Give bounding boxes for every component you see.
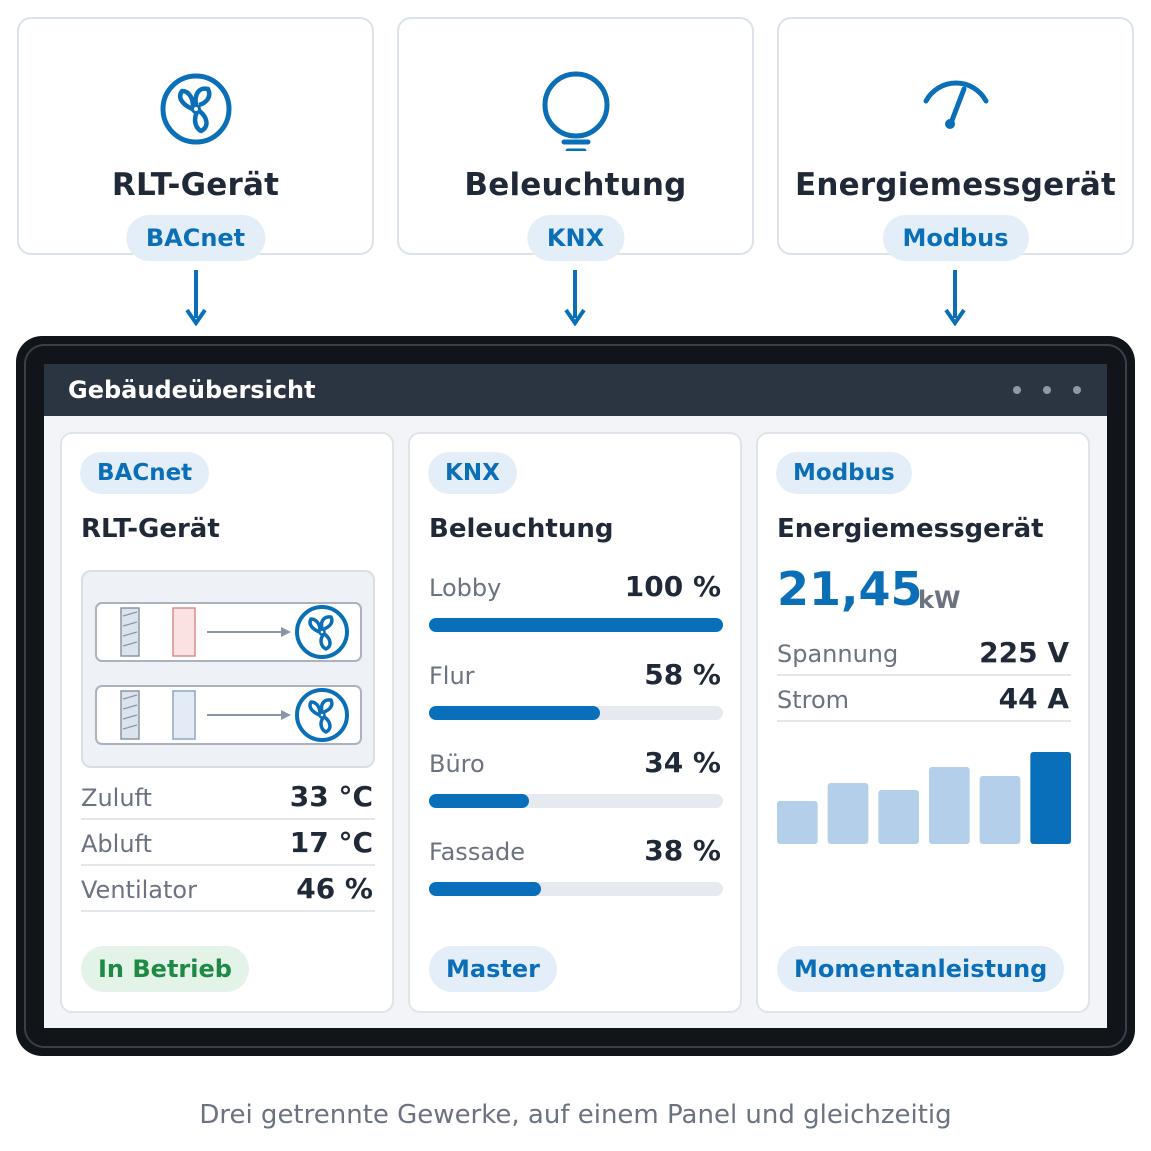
value-reading: 44 A [998,682,1069,715]
source-box-rlt: RLT-Gerät BACnet [17,17,374,261]
zone-value: 38 % [644,834,721,867]
value-row: Strom 44 A [777,676,1071,722]
panel-screen: Gebäudeübersicht BACnet RLT-Gerät [44,364,1107,1028]
dimmer-bar[interactable] [429,706,723,720]
protocol-badge: BACnet [125,215,266,261]
protocol-badge: BACnet [80,452,210,494]
value-label: Strom [777,686,850,714]
arrow-down-icon [944,270,966,326]
value-reading: 17 °C [289,826,373,859]
card-rlt[interactable]: BACnet RLT-Gerät [60,432,394,1013]
value-reading: 225 V [979,636,1069,669]
gauge-icon [923,80,988,129]
page-title: Gebäudeübersicht [68,376,316,404]
light-zone-lobby[interactable]: Lobby 100 % [429,566,723,636]
fan-icon [160,73,231,145]
source-title: Beleuchtung [464,167,687,203]
frame-bezel [24,344,1127,1048]
chart-bar-3 [878,790,919,844]
value-reading: 46 % [296,872,373,905]
source-box-lighting: Beleuchtung KNX [397,17,754,261]
value-row: Zuluft 33 °C [81,774,375,820]
arrow-down-icon [564,270,586,326]
dimmer-fill [429,794,529,808]
card-title: Energiemessgerät [777,514,1044,544]
value-row: Abluft 17 °C [81,820,375,866]
value-row: Ventilator 46 % [81,866,375,912]
chart-bar-1 [777,801,818,844]
zone-value: 58 % [644,658,721,691]
card-lighting[interactable]: KNX Beleuchtung Lobby 100 % Flur 58 % Bü… [408,432,742,1013]
dimmer-fill [429,882,541,896]
light-zone-fassade[interactable]: Fassade 38 % [429,830,723,900]
ahu-schematic [81,570,375,768]
value-row: Spannung 225 V [777,630,1071,676]
card-energy[interactable]: Modbus Energiemessgerät 21,45 kW Spannun… [756,432,1090,1013]
dimmer-fill [429,706,600,720]
caption: Drei getrennte Gewerke, auf einem Panel … [199,1100,952,1130]
value-reading: 33 °C [289,780,373,813]
zone-label: Lobby [429,574,502,602]
protocol-badge: Modbus [882,215,1029,261]
zone-label: Flur [429,662,475,690]
power-unit: kW [918,586,961,614]
lightbulb-icon [542,71,609,151]
zone-label: Büro [429,750,485,778]
role-badge: Master [429,946,557,992]
value-label: Abluft [81,830,152,858]
value-label: Zuluft [81,784,152,812]
energy-values: Spannung 225 V Strom 44 A [777,630,1071,722]
chart-bar-2 [827,783,869,844]
protocol-badge: KNX [428,452,517,494]
dimmer-bar[interactable] [429,882,723,896]
card-title: Beleuchtung [429,514,614,544]
rlt-values: Zuluft 33 °C Abluft 17 °C Ventilator 46 … [81,774,375,912]
chart-bar-6 [1030,752,1071,844]
protocol-badge: KNX [526,215,625,261]
zone-value: 34 % [644,746,721,779]
zone-label: Fassade [429,838,526,866]
arrow-down-icon [185,270,207,326]
titlebar: Gebäudeübersicht [44,364,1107,416]
value-label: Spannung [777,640,899,668]
protocol-badge: Modbus [776,452,912,494]
more-menu-icon[interactable] [1013,386,1081,394]
ahu-diagram [95,602,362,745]
chart-bar-5 [979,776,1021,844]
fan-icon [295,688,349,742]
zone-value: 100 % [624,570,721,603]
dimmer-bar[interactable] [429,618,723,632]
light-zone-flur[interactable]: Flur 58 % [429,654,723,724]
source-title: Energiemessgerät [794,167,1117,203]
status-badge: In Betrieb [81,946,249,992]
source-title: RLT-Gerät [111,167,280,203]
footer-badge: Momentanleistung [777,946,1065,992]
dimmer-bar[interactable] [429,794,723,808]
card-title: RLT-Gerät [81,514,220,544]
power-value: 21,45 [777,562,923,616]
dimmer-fill [429,618,723,632]
source-box-energy: Energiemessgerät Modbus [777,17,1134,261]
light-zone-buero[interactable]: Büro 34 % [429,742,723,812]
value-label: Ventilator [81,876,197,904]
power-bar-chart [777,752,1071,844]
fan-icon [295,605,349,659]
chart-bar-4 [929,767,970,844]
